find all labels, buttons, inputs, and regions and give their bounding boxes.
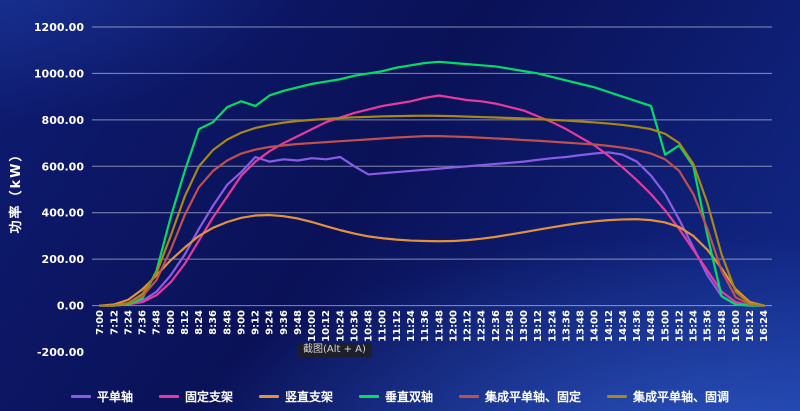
x-tick-label: 16:24 bbox=[759, 310, 770, 342]
legend-label: 平单轴 bbox=[96, 390, 133, 404]
x-tick-label: 10:36 bbox=[349, 310, 360, 342]
x-tick-label: 9:36 bbox=[279, 310, 290, 335]
x-tick-label: 14:36 bbox=[632, 310, 643, 342]
legend-swatch bbox=[359, 395, 379, 398]
y-tick-label: 600.00 bbox=[42, 160, 85, 173]
legend-item-4[interactable]: 垂直双轴 bbox=[359, 388, 433, 405]
x-tick-label: 15:00 bbox=[660, 310, 671, 342]
series-line-2 bbox=[98, 94, 766, 307]
y-tick-label: 400.00 bbox=[42, 207, 85, 220]
x-tick-label: 10:48 bbox=[364, 310, 375, 342]
legend-swatch bbox=[459, 395, 480, 398]
legend-item-5[interactable]: 集成平单轴、固定 bbox=[459, 388, 581, 405]
x-tick-label: 10:12 bbox=[321, 310, 332, 342]
x-tick-label: 16:00 bbox=[731, 310, 742, 342]
x-tick-label: 10:24 bbox=[335, 310, 346, 342]
legend-label: 集成平单轴、固定 bbox=[485, 390, 582, 404]
x-tick-label: 9:24 bbox=[265, 310, 276, 335]
series-line-3 bbox=[98, 213, 766, 307]
x-tick-label: 9:12 bbox=[251, 310, 262, 335]
x-tick-label: 8:00 bbox=[166, 310, 177, 335]
legend-label: 固定支架 bbox=[184, 390, 233, 404]
y-tick-label: 0.00 bbox=[57, 300, 84, 313]
x-tick-label: 7:00 bbox=[95, 310, 106, 335]
x-tick-label: 16:12 bbox=[745, 310, 756, 342]
x-tick-label: 8:36 bbox=[208, 310, 219, 335]
x-tick-label: 11:00 bbox=[378, 310, 389, 342]
x-tick-label: 11:48 bbox=[434, 310, 445, 342]
legend-swatch bbox=[258, 395, 279, 398]
x-tick-label: 9:00 bbox=[236, 310, 247, 335]
x-tick-label: 7:12 bbox=[109, 310, 120, 335]
x-tick-label: 12:24 bbox=[477, 310, 488, 342]
y-axis-title: 功率（kW） bbox=[8, 147, 24, 234]
x-tick-label: 8:12 bbox=[180, 310, 191, 335]
x-tick-label: 14:24 bbox=[618, 310, 629, 342]
x-tick-label: 13:36 bbox=[561, 310, 572, 342]
x-tick-label: 7:36 bbox=[138, 310, 149, 335]
x-tick-label: 15:24 bbox=[689, 310, 700, 342]
x-tick-label: 13:12 bbox=[533, 310, 544, 342]
x-tick-label: 11:36 bbox=[420, 310, 431, 342]
x-tick-label: 9:48 bbox=[293, 310, 304, 335]
x-tick-label: 14:12 bbox=[604, 310, 615, 342]
legend-item-3[interactable]: 竖直支架 bbox=[258, 388, 333, 405]
legend-swatch bbox=[158, 395, 179, 398]
legend-label: 集成平单轴、固调 bbox=[633, 390, 730, 404]
x-tick-label: 15:36 bbox=[703, 310, 714, 342]
x-tick-label: 13:00 bbox=[519, 310, 530, 342]
x-tick-label: 8:48 bbox=[222, 310, 233, 335]
series-line-6 bbox=[98, 114, 766, 307]
x-tick-label: 13:48 bbox=[576, 310, 587, 342]
screenshot-hint-badge: 截图(Alt + A) bbox=[297, 343, 372, 357]
x-tick-label: 11:12 bbox=[392, 310, 403, 342]
x-tick-label: 12:00 bbox=[448, 310, 459, 342]
legend: 平单轴 固定支架 竖直支架 垂直双轴 集成平单轴、固定 集成平单轴、固调 bbox=[0, 388, 800, 405]
x-tick-label: 12:36 bbox=[491, 310, 502, 342]
legend-label: 竖直支架 bbox=[284, 390, 333, 404]
x-tick-label: 14:48 bbox=[646, 310, 657, 342]
legend-swatch bbox=[70, 395, 91, 398]
x-tick-label: 7:24 bbox=[123, 310, 134, 335]
legend-item-2[interactable]: 固定支架 bbox=[158, 388, 233, 405]
x-tick-label: 11:24 bbox=[406, 310, 417, 342]
x-tick-label: 12:48 bbox=[505, 310, 516, 342]
legend-label: 垂直双轴 bbox=[385, 390, 434, 404]
series-line-5 bbox=[98, 135, 766, 307]
legend-item-6[interactable]: 集成平单轴、固调 bbox=[607, 388, 729, 405]
x-axis-ticks: 7:00 7:12 7:24 7:36 7:48 8:00 8:12 8:24 8:36 8:48… bbox=[95, 310, 770, 342]
x-tick-label: 12:12 bbox=[463, 310, 474, 342]
x-tick-label: 13:24 bbox=[547, 310, 558, 342]
series-line-1 bbox=[98, 151, 766, 307]
y-tick-label: 200.00 bbox=[42, 253, 85, 266]
y-tick-label: 1000.00 bbox=[34, 67, 84, 80]
x-tick-label: 7:48 bbox=[152, 310, 163, 335]
series-line-4 bbox=[98, 60, 766, 307]
y-tick-label: -200.00 bbox=[37, 346, 84, 359]
gridlines bbox=[92, 26, 772, 307]
legend-item-1[interactable]: 平单轴 bbox=[70, 388, 133, 405]
x-tick-label: 10:00 bbox=[307, 310, 318, 342]
series-lines bbox=[98, 60, 766, 307]
x-tick-label: 14:00 bbox=[590, 310, 601, 342]
x-tick-label: 15:48 bbox=[717, 310, 728, 342]
y-axis-ticks: 1200.00 1000.00 800.00 600.00 400.00 200.00 0.… bbox=[34, 21, 84, 359]
x-tick-label: 15:12 bbox=[674, 310, 685, 342]
y-tick-label: 800.00 bbox=[42, 114, 85, 127]
legend-swatch bbox=[607, 395, 628, 398]
x-tick-label: 8:24 bbox=[194, 310, 205, 335]
y-tick-label: 1200.00 bbox=[34, 21, 84, 34]
